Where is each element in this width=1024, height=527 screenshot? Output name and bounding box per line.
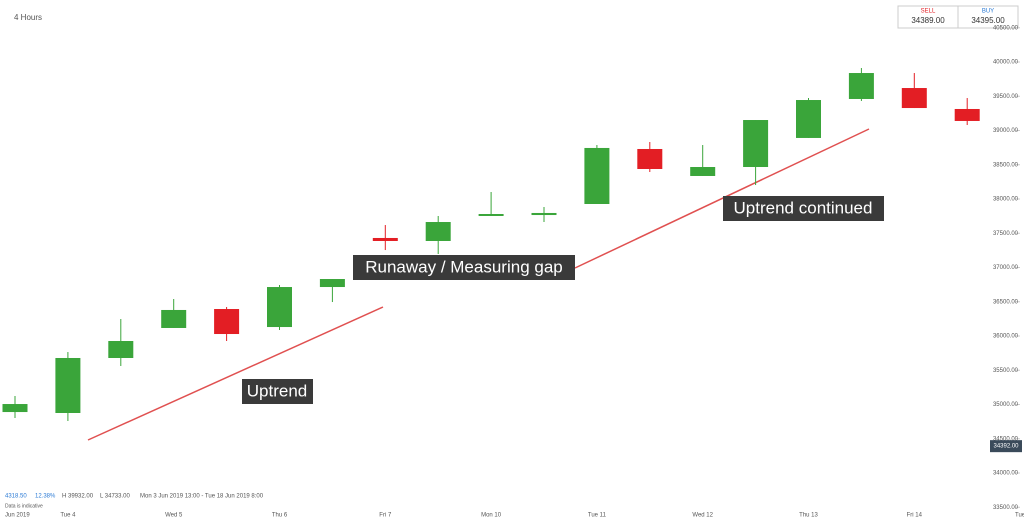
note: Data is indicative (5, 503, 43, 509)
x-tick-label: Wed 12 (692, 513, 713, 519)
x-tick-label: Mon 10 (481, 513, 502, 519)
annotation-box (723, 196, 884, 221)
buy-label[interactable]: BUY (982, 9, 994, 15)
y-tick-label: 39000.00 (993, 128, 1019, 134)
trend-line (574, 128, 870, 269)
y-tick-label: 34000.00 (993, 471, 1019, 477)
y-tick-label: 38000.00 (993, 197, 1019, 203)
y-tick-label: 39500.00 (993, 94, 1019, 100)
candle-body (108, 341, 134, 358)
sell-label[interactable]: SELL (921, 9, 936, 15)
x-tick-label: Tue 11 (588, 513, 607, 519)
candle-body (743, 120, 769, 168)
candle-body (478, 214, 504, 216)
high: H 39932.00 (62, 494, 94, 500)
y-tick-label: 40000.00 (993, 60, 1019, 66)
candle-body (584, 147, 610, 204)
y-tick-label: 36000.00 (993, 334, 1019, 340)
period: Jun 2019 (5, 513, 30, 519)
buy-price[interactable]: 34395.00 (971, 16, 1005, 25)
y-tick-label: 37000.00 (993, 265, 1019, 271)
candle-body (796, 100, 821, 138)
annotation: Uptrend continued (734, 198, 873, 217)
candle-body (848, 73, 874, 99)
y-tick-label: 40500.00 (993, 25, 1019, 31)
candle-body (901, 88, 927, 109)
x-tick-label: Tue (1015, 513, 1024, 519)
y-tick-label: 36500.00 (993, 299, 1019, 305)
last-price: 34392.00 (993, 444, 1019, 450)
range: Mon 3 Jun 2019 13:00 - Tue 18 Jun 2019 8… (140, 494, 264, 500)
y-tick-label: 37500.00 (993, 231, 1019, 237)
low: L 34733.00 (100, 494, 130, 500)
candle-body (425, 222, 451, 241)
candle-body (319, 279, 345, 288)
candle-body (55, 357, 81, 414)
y-tick-label: 35000.00 (993, 402, 1019, 408)
last-price-box (990, 440, 1022, 453)
x-tick-label: Fri 7 (379, 513, 392, 519)
candle-body (531, 212, 557, 216)
x-tick-label: Fri 14 (907, 513, 923, 519)
sell-price[interactable]: 34389.00 (911, 16, 945, 25)
candle-body (372, 237, 398, 241)
x-tick-label: Tue 4 (60, 513, 76, 519)
y-tick-label: 38500.00 (993, 162, 1019, 168)
timeframe: 4 Hours (14, 13, 42, 22)
candle-body (2, 404, 28, 413)
candle-body (954, 108, 980, 121)
y-tick-label: 35500.00 (993, 368, 1019, 374)
x-tick-label: Wed 5 (165, 513, 183, 519)
trend-line (87, 306, 384, 441)
quote-box: SELL 34389.00 BUY 34395.00 (897, 5, 1019, 29)
candle-body (267, 287, 292, 328)
change: 4318.50 (5, 494, 27, 500)
y-tick-label: 34500.00 (993, 436, 1019, 442)
change-pct: 12.38% (35, 494, 56, 500)
candle-body (214, 309, 240, 335)
x-tick-label: Thu 13 (799, 513, 818, 519)
y-tick-label: 33500.00 (993, 505, 1019, 511)
annotation: Uptrend (247, 381, 307, 400)
candle-body (690, 167, 716, 176)
annotation: Runaway / Measuring gap (365, 257, 563, 276)
candles (2, 68, 980, 422)
candle-body (637, 148, 663, 169)
x-tick-label: Thu 6 (272, 513, 288, 519)
candle-body (161, 309, 187, 328)
annotation-box (242, 379, 313, 404)
annotation-box (353, 255, 575, 280)
